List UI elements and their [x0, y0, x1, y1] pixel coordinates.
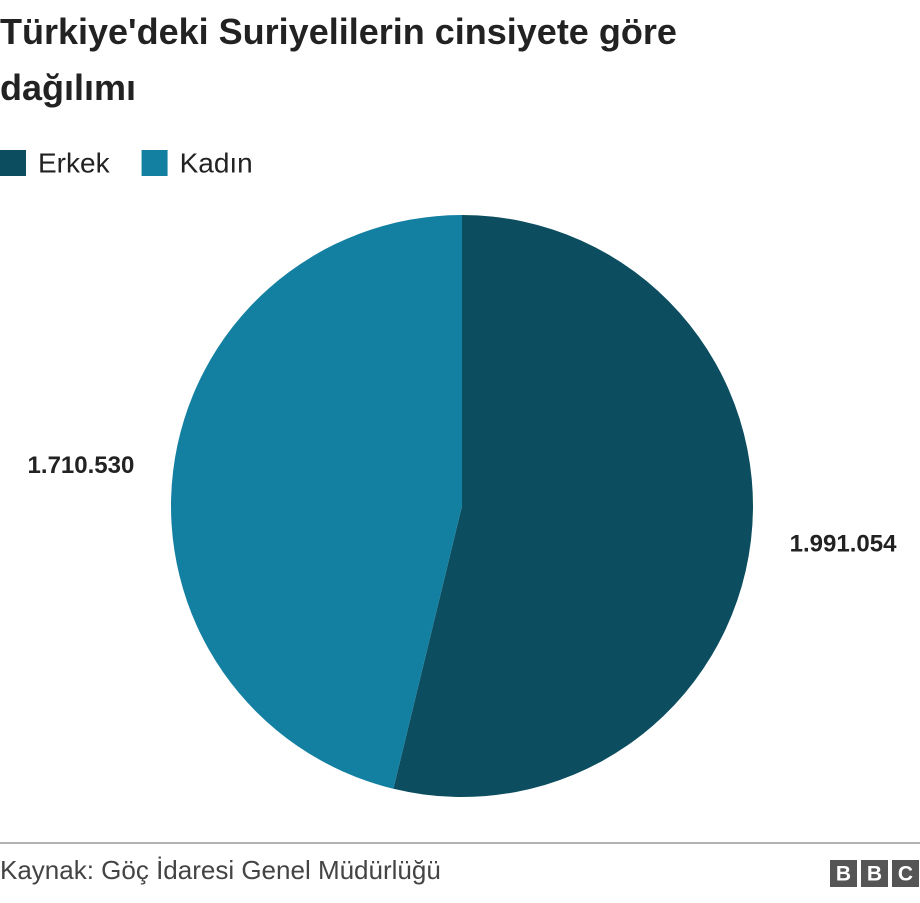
logo-box [830, 860, 857, 887]
logo-box [892, 860, 919, 887]
chart-title: Türkiye'deki Suriyelilerin cinsiyete gör… [0, 11, 677, 108]
source: Kaynak: Göç İdaresi Genel Müdürlüğü [0, 855, 441, 885]
legend-label: Kadın [180, 147, 253, 178]
data-label: 1.710.530 [28, 452, 135, 479]
legend-swatch [0, 150, 26, 176]
legend-swatch [141, 150, 168, 176]
pie-slice [393, 215, 753, 798]
logo-letter: C [898, 863, 913, 886]
logo-letter: B [836, 863, 851, 886]
data-label: 1.991.054 [790, 531, 897, 558]
pie-slice [170, 215, 463, 789]
logo-box [861, 860, 888, 887]
logo-letter: B [867, 863, 882, 886]
legend-label: Erkek [38, 147, 111, 178]
